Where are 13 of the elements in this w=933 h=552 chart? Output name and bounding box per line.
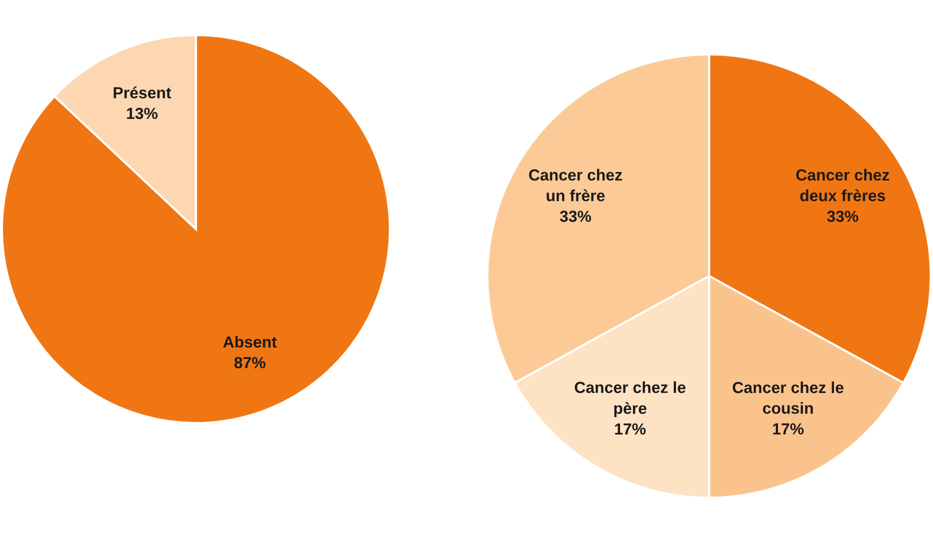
slice-label: Cancer chez deux frères (796, 168, 890, 202)
slice-label: Absent (223, 336, 277, 348)
data-label: 33% (827, 210, 858, 222)
data-label: 33% (560, 210, 592, 222)
data-label: 17% (615, 423, 646, 435)
pie-slice (0, 34, 391, 424)
data-label: 87% (234, 357, 266, 368)
slice-label: Cancer chez un frère (529, 168, 622, 202)
slice-label: Cancer chez le cousin (732, 381, 844, 414)
slice-label: Cancer chez le père (574, 381, 686, 418)
data-label: 17% (773, 423, 804, 435)
slice-label: Présent (114, 86, 172, 98)
data-label: 13% (127, 108, 158, 120)
